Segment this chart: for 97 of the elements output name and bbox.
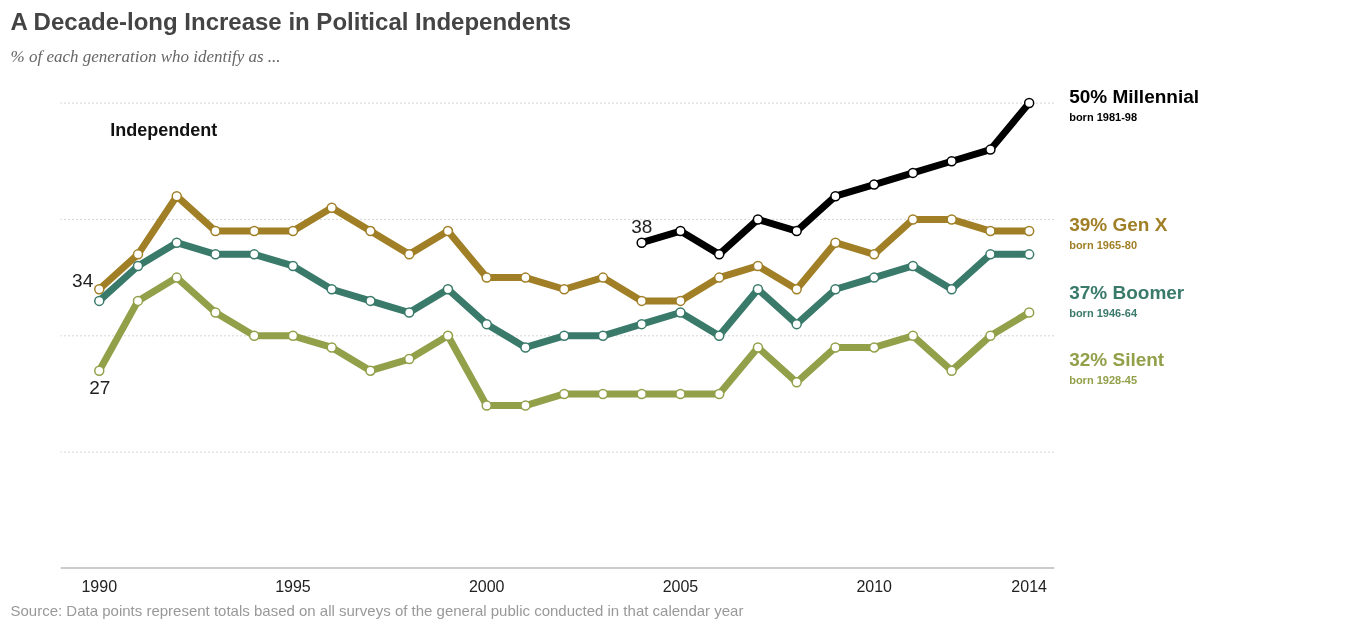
point — [675, 307, 686, 318]
point — [907, 260, 919, 272]
point — [403, 353, 415, 365]
point — [830, 190, 841, 202]
point — [636, 318, 647, 330]
point — [946, 214, 957, 225]
data-label: 27 — [89, 376, 111, 398]
point — [403, 307, 415, 318]
point — [791, 284, 802, 295]
x-tick-label: 1990 — [81, 577, 118, 595]
point — [830, 342, 841, 353]
data-label: 34 — [72, 270, 94, 292]
point — [132, 249, 144, 260]
text: 37% Boomer — [1069, 281, 1185, 303]
series-label: 39% Gen X — [1069, 214, 1168, 236]
point — [946, 156, 957, 167]
point — [868, 179, 880, 190]
point — [326, 202, 337, 214]
point — [985, 144, 996, 155]
x-tick-label: 2000 — [468, 577, 505, 595]
point — [597, 272, 609, 283]
x-tick-label: 2010 — [856, 577, 893, 595]
point — [675, 295, 686, 307]
series-label: 50% Millennial — [1069, 86, 1200, 108]
text: born 1946-64 — [1069, 306, 1138, 319]
point — [94, 284, 105, 295]
point — [520, 342, 531, 353]
data-label: 38 — [631, 215, 653, 237]
point — [481, 318, 492, 330]
point — [442, 225, 454, 237]
text: born 1965-80 — [1069, 239, 1138, 252]
point — [132, 295, 144, 307]
point — [94, 295, 105, 307]
point — [946, 284, 957, 295]
point — [713, 272, 725, 283]
point — [830, 284, 841, 295]
point — [1023, 97, 1035, 109]
point — [326, 284, 337, 295]
point — [210, 249, 221, 260]
point — [752, 342, 764, 353]
point — [636, 295, 647, 307]
point — [985, 225, 996, 237]
point — [365, 225, 376, 237]
point — [481, 400, 492, 411]
point — [442, 284, 454, 295]
text: born 1981-98 — [1069, 111, 1138, 124]
point — [287, 260, 299, 272]
point — [868, 272, 880, 283]
point — [365, 295, 376, 307]
point — [713, 330, 725, 342]
point — [326, 342, 337, 353]
point — [985, 330, 996, 342]
source-note: Source: Data points represent totals based on all surveys of the general public conducted in that calendar year — [10, 601, 744, 619]
annotation: Independent — [110, 120, 218, 141]
point — [675, 388, 686, 400]
point — [558, 388, 570, 400]
point — [791, 318, 802, 330]
point — [946, 365, 957, 376]
point — [210, 307, 221, 318]
point — [558, 330, 570, 342]
point — [597, 330, 609, 342]
point — [868, 249, 880, 260]
point — [248, 330, 260, 342]
x-tick-label: 1995 — [275, 577, 311, 595]
point — [520, 272, 531, 283]
point — [94, 365, 105, 376]
point — [287, 330, 299, 342]
chart-subtitle: % of each generation who identify as ... — [10, 46, 281, 66]
point — [830, 237, 841, 248]
point — [171, 237, 182, 248]
point — [752, 284, 764, 295]
point — [752, 260, 764, 272]
point — [365, 365, 376, 376]
text: born 1928-45 — [1069, 374, 1138, 387]
point — [132, 260, 144, 272]
point — [907, 167, 919, 179]
chart-title: A Decade-long Increase in Political Independents — [10, 7, 572, 35]
point — [481, 272, 492, 283]
x-tick-label: 2005 — [662, 577, 699, 595]
point — [1023, 307, 1035, 318]
text: 32% Silent — [1069, 349, 1165, 371]
point — [713, 249, 725, 260]
point — [675, 225, 686, 237]
point — [442, 330, 454, 342]
point — [210, 225, 221, 237]
point — [791, 377, 802, 388]
point — [520, 400, 531, 411]
point — [636, 388, 647, 400]
point — [171, 272, 182, 283]
point — [636, 237, 647, 248]
point — [791, 225, 802, 237]
point — [985, 249, 996, 260]
point — [558, 284, 570, 295]
point — [403, 249, 415, 260]
point — [752, 214, 764, 225]
point — [907, 330, 919, 342]
x-tick-label: 2014 — [1011, 577, 1048, 595]
